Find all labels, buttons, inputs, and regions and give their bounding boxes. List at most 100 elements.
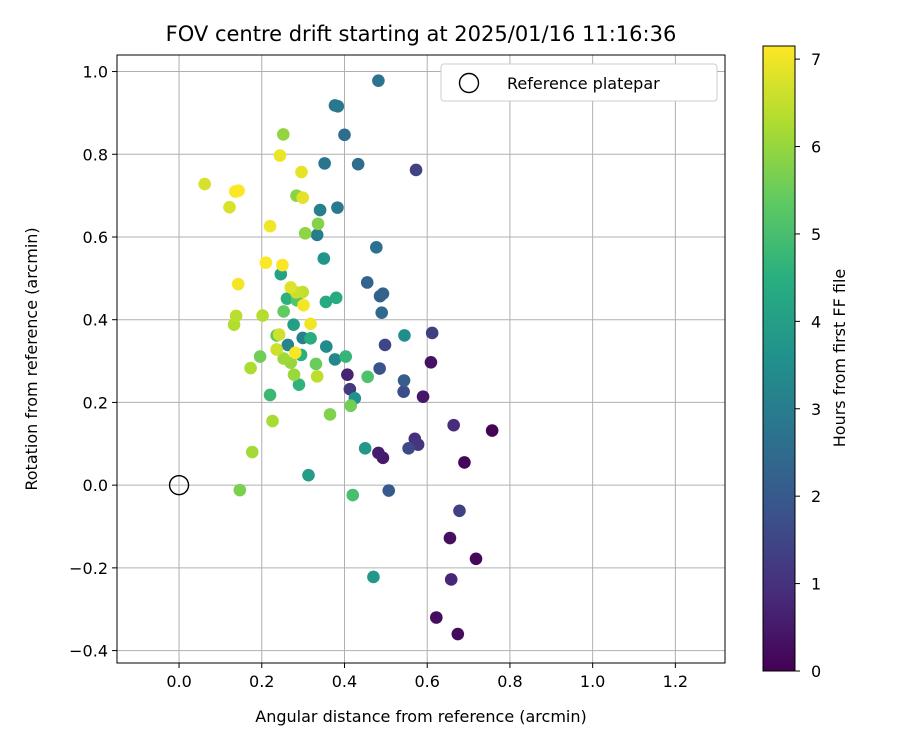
data-point	[263, 388, 277, 402]
data-point	[447, 418, 460, 432]
data-point	[310, 228, 324, 242]
data-point	[485, 424, 499, 437]
data-point	[424, 356, 438, 369]
y-tick-label: 0.4	[83, 311, 108, 330]
data-point	[382, 484, 396, 497]
data-point	[346, 488, 360, 502]
y-tick-label: −0.4	[69, 642, 108, 661]
y-tick-label: 0.6	[83, 228, 108, 247]
colorbar-tick-label: 6	[811, 138, 821, 157]
data-point	[375, 306, 389, 319]
data-point	[416, 390, 430, 403]
data-point	[376, 287, 390, 300]
data-point	[256, 309, 269, 322]
x-tick-label: 1.0	[580, 672, 605, 691]
data-point	[372, 74, 385, 87]
legend-marker	[458, 72, 480, 94]
data-point	[272, 328, 286, 341]
data-point	[304, 317, 317, 331]
data-point	[273, 149, 287, 162]
data-point	[318, 157, 331, 170]
data-point	[370, 241, 383, 254]
data-point	[253, 350, 267, 363]
data-point	[360, 276, 374, 289]
y-tick-label: 1.0	[83, 63, 108, 82]
y-tick-label: 0.0	[83, 476, 108, 495]
data-point	[373, 362, 386, 375]
data-point	[309, 357, 323, 371]
x-axis-label: Angular distance from reference (arcmin)	[255, 707, 586, 726]
data-point	[311, 217, 325, 231]
y-tick-label: 0.8	[83, 145, 108, 164]
data-point	[344, 399, 357, 413]
data-point	[288, 346, 302, 360]
data-point	[319, 340, 333, 353]
data-point	[397, 385, 410, 398]
data-point	[284, 281, 298, 294]
x-tick-label: 0.2	[249, 672, 274, 691]
x-axis-ticks: 0.0 0.2 0.4 0.6 0.8 1.0 1.2	[166, 663, 688, 691]
data-point	[298, 226, 312, 240]
data-point	[372, 446, 385, 460]
data-point	[223, 200, 236, 214]
data-point	[266, 414, 279, 428]
data-point	[319, 295, 333, 309]
data-point	[378, 338, 392, 352]
data-point	[313, 203, 327, 217]
data-point	[367, 570, 380, 584]
data-point	[317, 252, 331, 265]
data-point	[351, 157, 365, 171]
y-axis-label: Rotation from reference (arcmin)	[22, 227, 41, 490]
data-point	[231, 277, 245, 291]
data-point	[276, 128, 290, 141]
data-point	[444, 573, 458, 586]
scatter-points	[198, 74, 499, 641]
data-point	[443, 531, 457, 545]
data-point	[409, 163, 423, 177]
data-point	[263, 219, 277, 233]
data-point	[276, 258, 289, 272]
grid-lines	[117, 55, 725, 663]
data-point	[425, 326, 439, 340]
plot-frame	[116, 54, 726, 664]
legend-box	[440, 63, 718, 102]
data-point	[398, 329, 411, 342]
data-point	[270, 343, 283, 356]
data-point	[323, 408, 337, 421]
x-tick-label: 0.6	[414, 672, 439, 691]
data-point	[397, 374, 411, 387]
data-point	[295, 165, 308, 179]
colorbar: 0 1 2 3 4 5 6 7 Hours from first FF file	[762, 45, 849, 681]
colorbar-tick-label: 3	[811, 400, 821, 419]
x-tick-label: 0.0	[166, 672, 191, 691]
data-point	[232, 184, 245, 197]
data-point	[361, 370, 374, 384]
colorbar-tick-label: 7	[811, 50, 821, 69]
x-tick-label: 0.4	[332, 672, 357, 691]
data-point	[469, 552, 483, 566]
data-point	[453, 504, 466, 518]
colorbar-tick-label: 2	[811, 487, 821, 506]
data-point	[331, 99, 345, 113]
reference-platepar-marker	[168, 474, 190, 496]
data-point	[281, 338, 295, 352]
data-point	[245, 445, 259, 459]
data-point	[331, 201, 344, 214]
data-point	[280, 292, 294, 305]
data-point	[339, 350, 353, 363]
data-point	[229, 309, 243, 323]
data-point	[338, 128, 351, 142]
data-point	[287, 318, 300, 331]
legend[interactable]: Reference platepar	[440, 63, 718, 102]
data-point	[302, 468, 315, 482]
data-point	[277, 352, 290, 365]
data-point	[304, 332, 317, 345]
data-point	[430, 611, 443, 624]
data-point	[411, 438, 425, 451]
data-point	[287, 368, 301, 382]
legend-label: Reference platepar	[507, 74, 660, 93]
data-point	[341, 368, 354, 382]
data-point	[310, 370, 324, 383]
x-tick-label: 0.8	[497, 672, 522, 691]
